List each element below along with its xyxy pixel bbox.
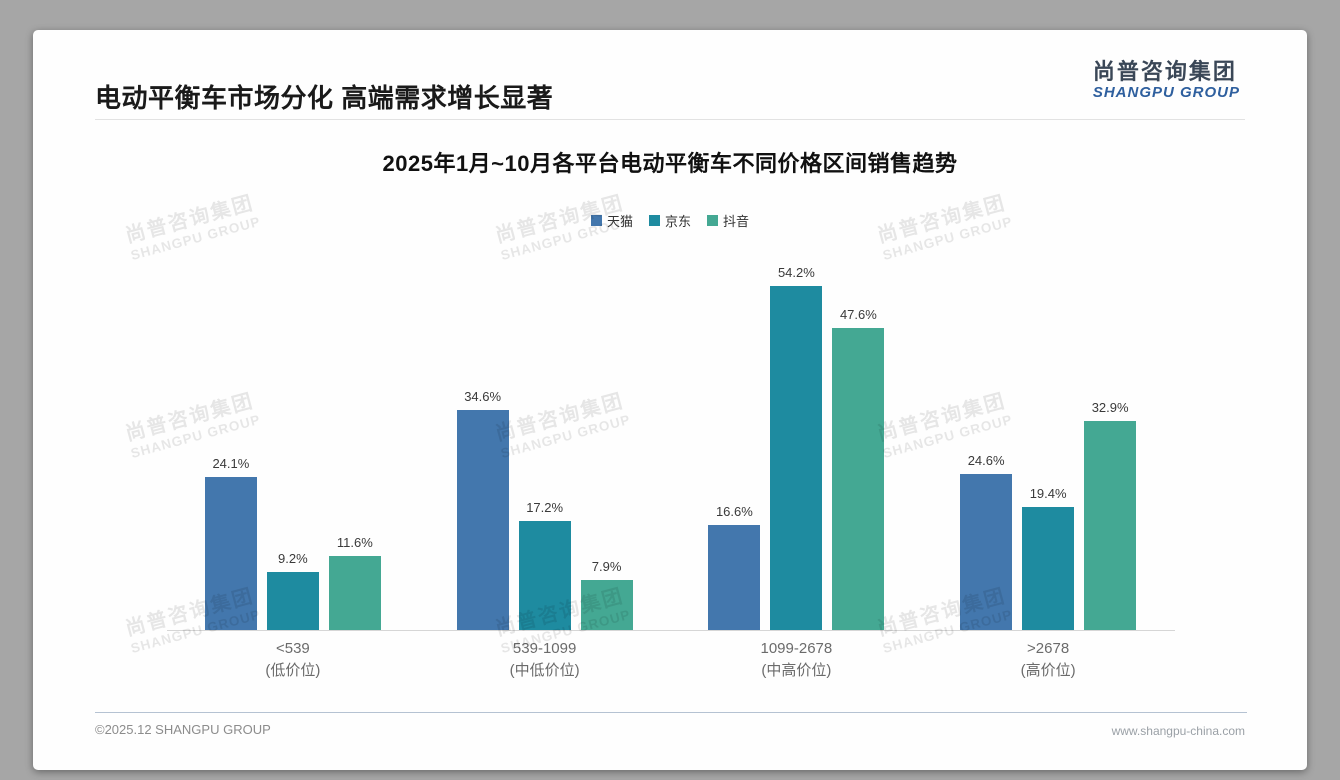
bar-value-label: 11.6% xyxy=(336,535,373,551)
bar-value-label: 32.9% xyxy=(1091,400,1129,416)
legend-label: 京东 xyxy=(664,214,691,229)
chart-title: 2025年1月~10月各平台电动平衡车不同价格区间销售趋势 xyxy=(382,151,958,176)
bar-抖音-1099-2678: 47.6% xyxy=(832,307,885,630)
bar-value-label: 24.1% xyxy=(212,456,250,471)
bar-value-label: 34.6% xyxy=(464,389,502,405)
category-label-1099-2678: 1099-2678 (中高价位) xyxy=(760,640,833,679)
legend-swatch-icon xyxy=(590,215,602,226)
legend-label: 抖音 xyxy=(723,214,750,229)
footer-divider xyxy=(95,712,1247,713)
bar-value-label: 7.9% xyxy=(591,558,622,574)
bar-天猫-539-1099: 34.6% xyxy=(456,389,509,630)
logo-text-en: SHANGPU GROUP xyxy=(1092,84,1240,102)
bar-京东-1099-2678: 54.2% xyxy=(770,265,823,630)
company-logo: 尚普咨询集团 SHANGPU GROUP xyxy=(1092,59,1240,102)
legend-label: 天猫 xyxy=(606,214,633,229)
bar-value-label: 16.6% xyxy=(715,503,753,519)
bar-天猫->2678: 24.6% xyxy=(960,453,1013,630)
legend-swatch-icon xyxy=(648,215,660,226)
bar-value-label: 54.2% xyxy=(777,264,815,280)
logo-text-cn: 尚普咨询集团 xyxy=(1092,59,1237,84)
legend-item-抖音: 抖音 xyxy=(707,211,749,230)
bar-天猫-1099-2678: 16.6% xyxy=(708,504,761,630)
category-row: <539 (低价位) 539-1099 (中低价位) 1099-2678 (中高价位) >2… xyxy=(167,638,1174,682)
title-divider xyxy=(95,119,1245,120)
footer-website: www.shangpu-china.com xyxy=(1111,724,1245,738)
bar-group-1099-2678: 16.6% 54.2% 47.6% xyxy=(671,249,923,630)
bar-京东-539-1099: 17.2% xyxy=(518,500,571,630)
bar-抖音-<539: 11.6% xyxy=(328,535,381,630)
category-label-539-1099: 539-1099 (中低价位) xyxy=(509,640,580,679)
legend: 天猫 京东 抖音 xyxy=(33,211,1307,230)
bar-抖音->2678: 32.9% xyxy=(1084,400,1137,630)
legend-swatch-icon xyxy=(707,215,718,226)
x-axis-line xyxy=(167,630,1175,631)
bar-group-<539: 24.1% 9.2% 11.6% xyxy=(167,249,419,630)
plot: 24.1% 9.2% 11.6% 34.6% 17.2% 7.9% 16.6% 54.2% 47… xyxy=(167,249,1174,630)
bar-京东-<539: 9.2% xyxy=(266,551,319,630)
bar-抖音-539-1099: 7.9% xyxy=(580,559,633,630)
category-label-<539: <539 (低价位) xyxy=(265,640,321,679)
legend-item-京东: 京东 xyxy=(648,211,691,230)
bar-group-539-1099: 34.6% 17.2% 7.9% xyxy=(419,249,671,630)
legend-item-天猫: 天猫 xyxy=(590,211,633,230)
bar-value-label: 17.2% xyxy=(526,499,564,515)
bar-value-label: 19.4% xyxy=(1029,485,1067,501)
bar-value-label: 47.6% xyxy=(839,306,877,322)
category-label->2678: >2678 (高价位) xyxy=(1020,640,1076,679)
bar-value-label: 24.6% xyxy=(967,452,1005,468)
bar-value-label: 9.2% xyxy=(278,550,308,566)
footer-copyright: ©2025.12 SHANGPU GROUP xyxy=(95,722,271,737)
page-title: 电动平衡车市场分化 高端需求增长显著 xyxy=(95,83,554,113)
bar-group->2678: 24.6% 19.4% 32.9% xyxy=(922,249,1174,630)
bar-天猫-<539: 24.1% xyxy=(204,456,257,630)
slide: 电动平衡车市场分化 高端需求增长显著 尚普咨询集团 SHANGPU GROUP … xyxy=(33,30,1307,770)
bar-京东->2678: 19.4% xyxy=(1022,486,1075,630)
